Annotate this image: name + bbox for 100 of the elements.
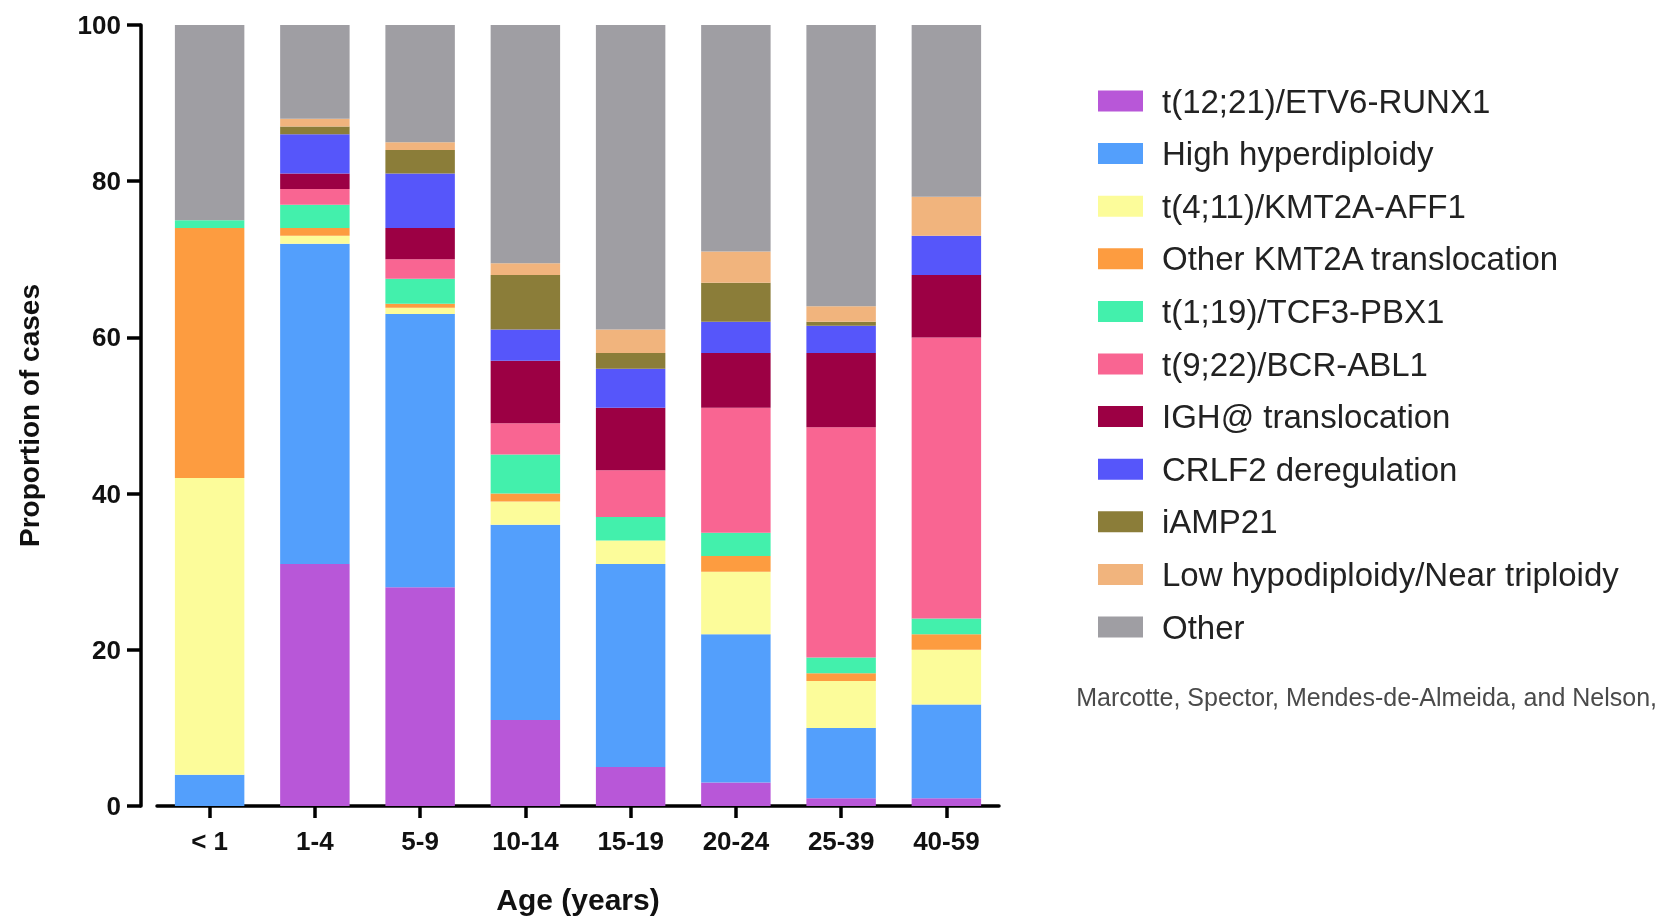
bar [490, 423, 561, 455]
bar [490, 454, 561, 494]
bar [385, 587, 455, 806]
bar [701, 532, 771, 557]
x-tick-label: 5-9 [401, 826, 439, 856]
bar [595, 470, 666, 518]
bar [806, 325, 876, 354]
bar [806, 427, 876, 658]
bar [911, 337, 982, 619]
legend-label: t(12;21)/ETV6-RUNX1 [1162, 82, 1491, 120]
bar [385, 173, 455, 229]
bar [701, 782, 771, 806]
legend-label: CRLF2 deregulation [1162, 450, 1458, 488]
x-tick-label: 15-19 [597, 826, 664, 856]
bar [806, 321, 876, 326]
bar [490, 263, 561, 275]
bar [385, 307, 455, 314]
x-tick-label: 20-24 [702, 826, 770, 856]
y-tick-label: 100 [77, 10, 121, 40]
bar [174, 774, 245, 806]
x-tick-label: 40-59 [913, 826, 980, 856]
bar [385, 149, 455, 174]
bar [911, 235, 982, 275]
bar [385, 278, 455, 304]
legend-label: t(1;19)/TCF3-PBX1 [1162, 292, 1445, 330]
legend-label: IGH@ translocation [1162, 398, 1451, 436]
bar [806, 25, 876, 307]
bar [911, 649, 982, 705]
x-tick-label: < 1 [191, 826, 229, 856]
bar [385, 259, 455, 279]
bar [490, 25, 561, 264]
bar [911, 704, 982, 799]
bar [595, 407, 666, 471]
bar [490, 501, 561, 525]
x-tick-label: 25-39 [807, 826, 875, 856]
bar [595, 353, 666, 369]
bar [174, 477, 245, 775]
y-axis-title: Proportion of cases [13, 284, 45, 547]
y-tick-label: 40 [92, 478, 121, 509]
bar [701, 407, 771, 533]
x-tick-label: 1-4 [296, 826, 335, 856]
bar [701, 556, 771, 572]
x-axis-title: Age (years) [496, 882, 660, 916]
y-tick-label: 60 [92, 322, 121, 353]
y-tick-label: 0 [106, 791, 121, 821]
bar [595, 540, 666, 564]
bar [490, 524, 561, 721]
y-tick-label: 80 [92, 166, 121, 197]
legend-label: t(4;11)/KMT2A-AFF1 [1162, 187, 1466, 225]
bar [174, 25, 245, 221]
bar [701, 571, 771, 635]
bar [595, 517, 666, 541]
bar [280, 204, 350, 229]
bar [701, 282, 771, 322]
legend-label: iAMP21 [1162, 503, 1278, 541]
bar [595, 368, 666, 408]
legend-label: High hyperdiploidy [1162, 135, 1434, 173]
bar [280, 243, 350, 564]
bar [385, 228, 455, 260]
x-tick-label: 10-14 [492, 826, 560, 856]
bar [806, 306, 876, 322]
bar [490, 274, 561, 330]
bar [701, 251, 771, 283]
bar [701, 353, 771, 408]
legend-label: t(9;22)/BCR-ABL1 [1162, 345, 1428, 383]
bar [280, 25, 350, 119]
bar [280, 126, 350, 135]
bar [280, 563, 350, 806]
bar [280, 118, 350, 127]
legend-label: Other KMT2A translocation [1162, 240, 1559, 278]
bar [806, 681, 876, 728]
bar [385, 313, 455, 588]
bar [911, 634, 982, 650]
bar [280, 189, 350, 205]
bar [385, 303, 455, 308]
bar [490, 720, 561, 806]
bar [490, 329, 561, 361]
bar [280, 173, 350, 190]
legend-label: Low hypodiploidy/Near triploidy [1162, 555, 1620, 593]
legend-label: Other [1162, 608, 1245, 646]
bar [911, 196, 982, 236]
bar [806, 798, 876, 806]
bar [385, 142, 455, 150]
bar [701, 634, 771, 783]
bar [911, 618, 982, 635]
bar [911, 274, 982, 338]
y-tick-label: 20 [92, 634, 121, 665]
bar [806, 673, 876, 682]
bar [595, 25, 666, 330]
bar [806, 657, 876, 674]
bar [806, 353, 876, 428]
bar [911, 798, 982, 806]
bar [701, 321, 771, 354]
bar [701, 25, 771, 252]
bar [174, 220, 245, 229]
text: Marcotte, Spector, Mendes-de-Almeida, and Nelson, [1076, 682, 1658, 711]
bar [595, 766, 666, 806]
bar [911, 25, 982, 197]
bar [280, 134, 350, 174]
bar [280, 228, 350, 236]
